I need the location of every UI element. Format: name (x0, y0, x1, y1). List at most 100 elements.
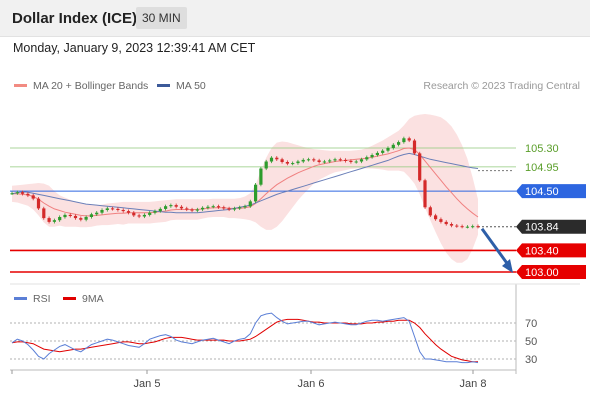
candle-body (328, 160, 332, 162)
candle-body (280, 159, 284, 162)
candle-body (15, 192, 19, 194)
candle-body (216, 206, 221, 208)
candle-body (254, 184, 258, 202)
price-label-support: 103.40 (525, 245, 559, 257)
price-label-bg-support (516, 243, 586, 258)
candle-body (349, 160, 353, 162)
legend-rsi: RSI (14, 293, 51, 305)
levels-layer (10, 147, 516, 273)
legend-9ma-label: 9MA (82, 293, 104, 305)
candle-body (195, 209, 199, 211)
candle-body (47, 218, 51, 222)
candle-body (84, 217, 88, 220)
legend-ma20: MA 20 + Bollinger Bands (14, 80, 148, 92)
candle-body (365, 157, 369, 160)
candle-body (238, 207, 242, 209)
bollinger-band-layer (12, 114, 478, 263)
candle-body (269, 157, 274, 162)
candle-body (142, 214, 146, 217)
timestamp: Monday, January 9, 2023 12:39:41 AM CET (13, 41, 256, 55)
candle-body (296, 161, 300, 164)
price-label-bg-current (516, 219, 586, 234)
candle-body (264, 161, 268, 169)
candle-body (322, 161, 326, 163)
candle-body (428, 207, 432, 216)
candle-body (465, 226, 469, 228)
price-label-resistance: 105.30 (525, 143, 559, 155)
candle-body (434, 215, 438, 220)
credit-text: Research © 2023 Trading Central (423, 80, 580, 92)
candle-body (306, 159, 311, 161)
candle-body (317, 160, 321, 162)
candle-body (111, 208, 115, 210)
candle-body (275, 157, 279, 160)
candle-body (338, 159, 342, 161)
candle-body (105, 208, 109, 210)
legend-9ma-swatch (63, 296, 76, 300)
x-axis: Jan 5 Jan 6 Jan 8 (10, 283, 580, 390)
legend-rsi-swatch (14, 296, 27, 300)
candle-body (52, 220, 56, 222)
candle-body (201, 207, 205, 210)
price-label-current: 103.84 (525, 222, 559, 234)
candle-body (42, 208, 46, 219)
candle-body (158, 208, 162, 212)
legend-ma50: MA 50 (157, 80, 206, 92)
candle-body (232, 208, 236, 210)
candle-body (148, 212, 152, 215)
candle-body (243, 206, 247, 208)
candle-body (153, 211, 157, 213)
rsi-tick-label: 50 (525, 336, 537, 348)
rsi-ma-line (11, 318, 478, 363)
candle-body (375, 152, 379, 156)
candle-body (418, 153, 422, 181)
candle-body (79, 218, 83, 220)
candle-body (259, 168, 263, 185)
candle-body (354, 161, 358, 163)
price-label-resistance: 104.95 (525, 162, 559, 174)
candle-body (73, 215, 78, 219)
candle-body (137, 215, 141, 217)
candle-body (36, 198, 41, 209)
candles-layer (10, 136, 513, 273)
candle-body (10, 193, 14, 195)
candle-body (402, 138, 406, 143)
candle-body (333, 159, 337, 161)
candle-body (248, 201, 252, 207)
candle-body (460, 226, 464, 228)
x-tick-label: Jan 8 (460, 378, 487, 390)
price-label-support: 103.00 (525, 267, 559, 279)
candle-body (285, 162, 289, 164)
candle-body (100, 210, 104, 213)
header-bar: Dollar Index (ICE) 30 MIN (0, 0, 590, 37)
candle-body (455, 225, 459, 227)
candle-body (381, 150, 385, 153)
candle-body (359, 159, 364, 162)
legend-ma20-swatch (14, 83, 27, 87)
candle-body (63, 214, 67, 218)
candle-body (169, 205, 173, 207)
candle-body (190, 209, 194, 211)
candle-body (476, 226, 480, 228)
price-label-pivot: 104.50 (525, 186, 559, 198)
candle-body (206, 206, 210, 208)
timeframe-badge[interactable]: 30 MIN (136, 7, 187, 29)
legend-rsi-label: RSI (33, 293, 51, 305)
candle-body (370, 155, 374, 158)
candle-body (58, 217, 62, 221)
candle-body (301, 159, 305, 162)
legend-ma50-label: MA 50 (176, 80, 206, 92)
projection-arrow-head (502, 259, 513, 273)
candle-body (412, 140, 417, 154)
level-labels-layer: 105.30 104.95 104.50 103.84 103.40 103.00 (516, 143, 586, 279)
candle-body (21, 192, 25, 194)
candle-body (471, 226, 475, 228)
candle-body (95, 212, 99, 215)
candle-body (444, 221, 448, 225)
candle-body (291, 163, 295, 165)
candle-body (227, 208, 231, 210)
candle-body (68, 214, 72, 216)
candle-body (89, 214, 93, 217)
legend-ma50-swatch (157, 83, 170, 87)
